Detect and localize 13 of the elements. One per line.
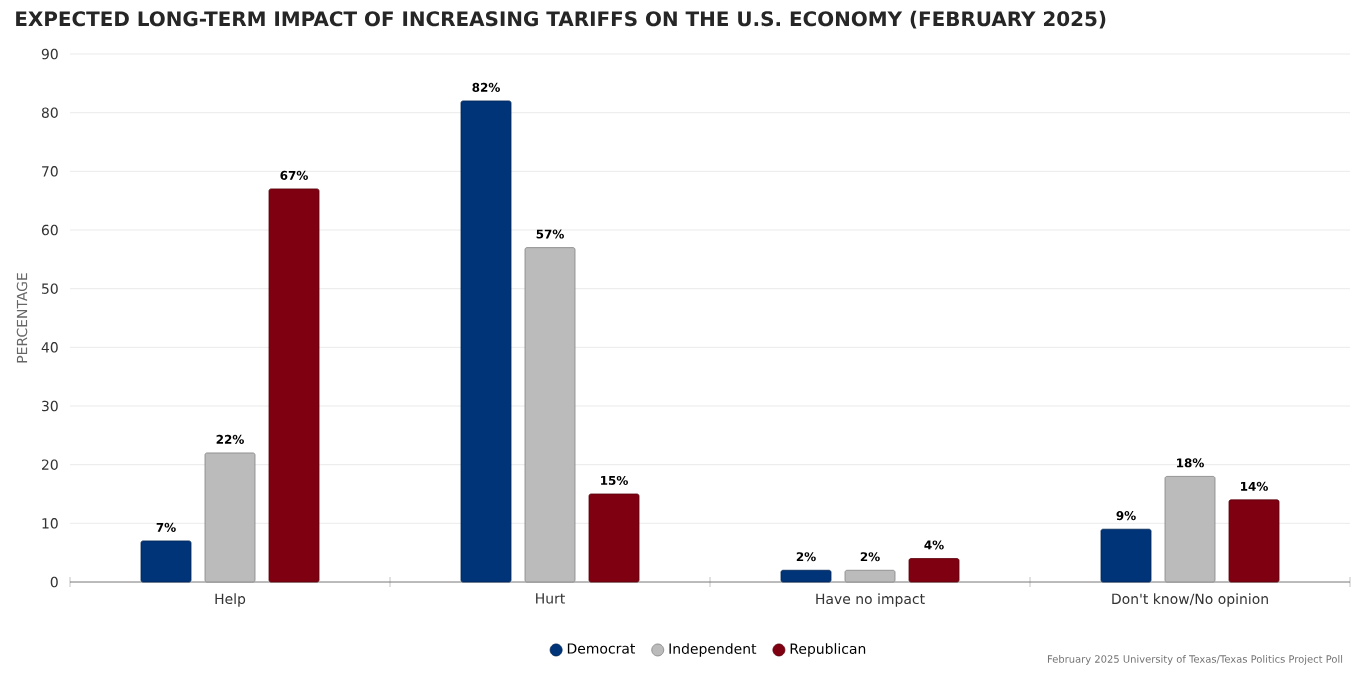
bar	[524, 247, 576, 583]
bar	[588, 493, 640, 583]
bar	[780, 569, 832, 583]
bar	[1164, 476, 1216, 583]
bar	[844, 569, 896, 583]
chart-title: EXPECTED LONG-TERM IMPACT OF INCREASING TARIFFS ON THE U.S. ECONOMY (FEBRUARY 2025)	[16, 10, 1106, 29]
bar	[1228, 499, 1280, 583]
bar	[268, 188, 320, 583]
bar	[140, 540, 192, 583]
bar	[1100, 528, 1152, 583]
bar	[204, 452, 256, 583]
bar	[908, 558, 960, 583]
bar	[460, 100, 512, 583]
